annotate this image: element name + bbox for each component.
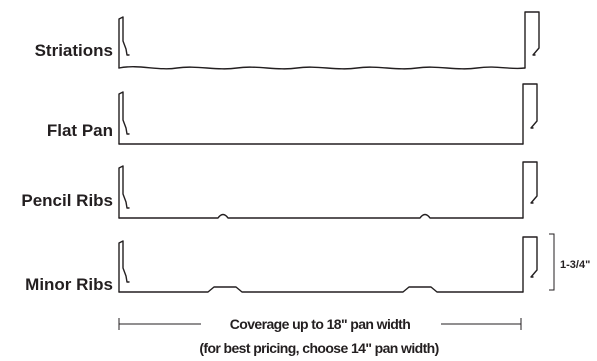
coverage-caption: Coverage up to 18" pan width bbox=[230, 316, 410, 332]
height-dimension bbox=[549, 233, 555, 291]
profile-minor-ribs bbox=[118, 236, 538, 293]
height-dimension-label: 1-3/4" bbox=[560, 259, 590, 271]
pricing-note: (for best pricing, choose 14" pan width) bbox=[199, 340, 438, 356]
profile-pencil-ribs bbox=[118, 161, 538, 219]
profile-flat-pan bbox=[118, 83, 538, 145]
coverage-dimension-line bbox=[118, 318, 522, 330]
profile-striations bbox=[118, 11, 540, 70]
panel-label-minor-ribs: Minor Ribs bbox=[25, 275, 113, 294]
panel-label-striations: Striations bbox=[35, 41, 113, 60]
panel-label-pencil-ribs: Pencil Ribs bbox=[21, 191, 113, 210]
panel-label-flat-pan: Flat Pan bbox=[47, 121, 113, 140]
